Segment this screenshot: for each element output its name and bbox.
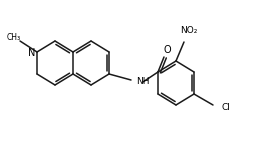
Text: Cl: Cl — [222, 103, 231, 113]
Text: O: O — [163, 45, 171, 55]
Text: NH: NH — [136, 78, 150, 87]
Text: N: N — [28, 48, 36, 58]
Text: NO₂: NO₂ — [180, 26, 198, 35]
Text: CH₃: CH₃ — [7, 33, 21, 43]
